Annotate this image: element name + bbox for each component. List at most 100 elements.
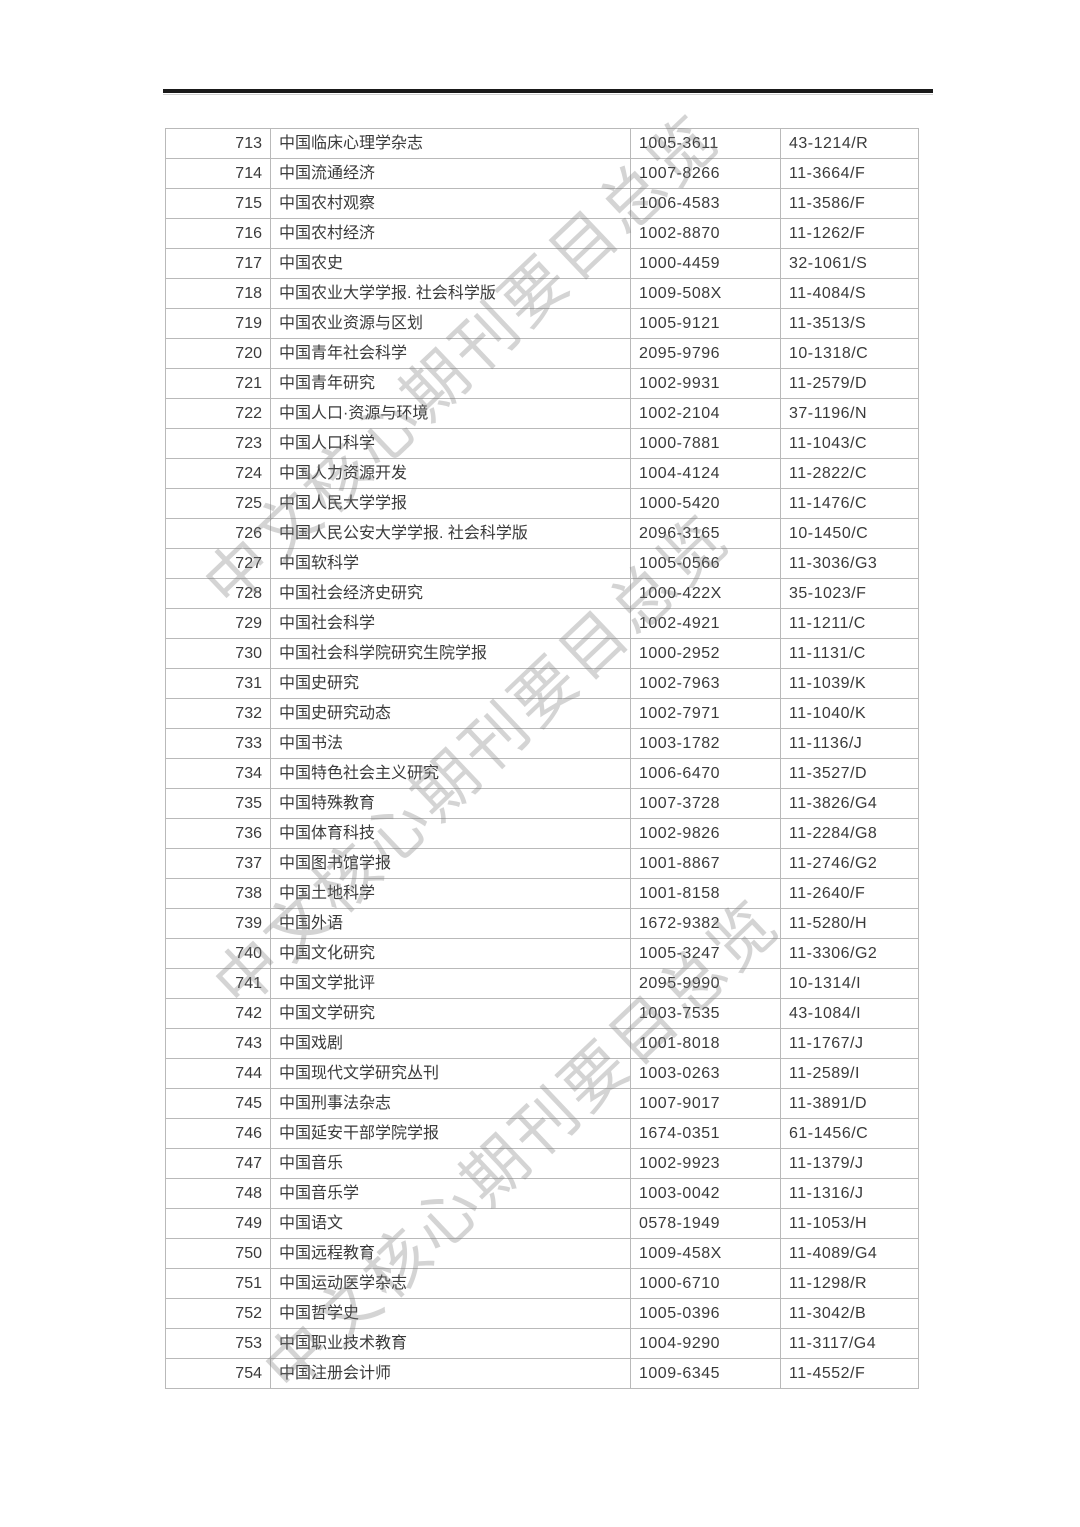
row-number-cell: 751 xyxy=(165,1268,271,1299)
cn-cell: 11-1262/F xyxy=(780,218,919,249)
cn-cell: 11-1379/J xyxy=(780,1148,919,1179)
journal-title-cell: 中国远程教育 xyxy=(270,1238,631,1269)
row-number-cell: 740 xyxy=(165,938,271,969)
table-row: 719 中国农业资源与区划 1005-9121 11-3513/S xyxy=(165,308,919,339)
journal-title-cell: 中国农村观察 xyxy=(270,188,631,219)
table-row: 733 中国书法 1003-1782 11-1136/J xyxy=(165,728,919,759)
cn-cell: 11-3306/G2 xyxy=(780,938,919,969)
issn-cell: 2095-9990 xyxy=(630,968,781,999)
table-row: 744 中国现代文学研究丛刊 1003-0263 11-2589/I xyxy=(165,1058,919,1089)
issn-cell: 1000-6710 xyxy=(630,1268,781,1299)
table-row: 715 中国农村观察 1006-4583 11-3586/F xyxy=(165,188,919,219)
journal-title-cell: 中国图书馆学报 xyxy=(270,848,631,879)
journal-title-cell: 中国书法 xyxy=(270,728,631,759)
issn-cell: 1003-7535 xyxy=(630,998,781,1029)
cn-cell: 11-4552/F xyxy=(780,1358,919,1389)
row-number-cell: 727 xyxy=(165,548,271,579)
journal-title-cell: 中国文学批评 xyxy=(270,968,631,999)
issn-cell: 1002-9923 xyxy=(630,1148,781,1179)
cn-cell: 11-2640/F xyxy=(780,878,919,909)
cn-cell: 11-1316/J xyxy=(780,1178,919,1209)
journal-title-cell: 中国人力资源开发 xyxy=(270,458,631,489)
journal-title-cell: 中国哲学史 xyxy=(270,1298,631,1329)
table-row: 750 中国远程教育 1009-458X 11-4089/G4 xyxy=(165,1238,919,1269)
journal-title-cell: 中国现代文学研究丛刊 xyxy=(270,1058,631,1089)
table-row: 728 中国社会经济史研究 1000-422X 35-1023/F xyxy=(165,578,919,609)
journal-title-cell: 中国特殊教育 xyxy=(270,788,631,819)
table-row: 749 中国语文 0578-1949 11-1053/H xyxy=(165,1208,919,1239)
issn-cell: 1009-6345 xyxy=(630,1358,781,1389)
journal-title-cell: 中国人民公安大学学报. 社会科学版 xyxy=(270,518,631,549)
cn-cell: 11-1767/J xyxy=(780,1028,919,1059)
table-row: 716 中国农村经济 1002-8870 11-1262/F xyxy=(165,218,919,249)
cn-cell: 11-4084/S xyxy=(780,278,919,309)
row-number-cell: 721 xyxy=(165,368,271,399)
row-number-cell: 742 xyxy=(165,998,271,1029)
table-row: 723 中国人口科学 1000-7881 11-1043/C xyxy=(165,428,919,459)
issn-cell: 1002-7971 xyxy=(630,698,781,729)
journal-title-cell: 中国流通经济 xyxy=(270,158,631,189)
table-row: 724 中国人力资源开发 1004-4124 11-2822/C xyxy=(165,458,919,489)
cn-cell: 61-1456/C xyxy=(780,1118,919,1149)
cn-cell: 35-1023/F xyxy=(780,578,919,609)
row-number-cell: 737 xyxy=(165,848,271,879)
table-row: 729 中国社会科学 1002-4921 11-1211/C xyxy=(165,608,919,639)
table-row: 747 中国音乐 1002-9923 11-1379/J xyxy=(165,1148,919,1179)
cn-cell: 11-4089/G4 xyxy=(780,1238,919,1269)
cn-cell: 11-1211/C xyxy=(780,608,919,639)
table-row: 718 中国农业大学学报. 社会科学版 1009-508X 11-4084/S xyxy=(165,278,919,309)
issn-cell: 1002-9931 xyxy=(630,368,781,399)
journal-table: 713 中国临床心理学杂志 1005-3611 43-1214/R 714 中国流通经济 1… xyxy=(165,128,919,1389)
journal-title-cell: 中国刑事法杂志 xyxy=(270,1088,631,1119)
issn-cell: 1001-8158 xyxy=(630,878,781,909)
row-number-cell: 733 xyxy=(165,728,271,759)
journal-title-cell: 中国青年研究 xyxy=(270,368,631,399)
cn-cell: 11-3042/B xyxy=(780,1298,919,1329)
journal-title-cell: 中国人口科学 xyxy=(270,428,631,459)
issn-cell: 1002-2104 xyxy=(630,398,781,429)
cn-cell: 11-1136/J xyxy=(780,728,919,759)
issn-cell: 1005-0566 xyxy=(630,548,781,579)
row-number-cell: 716 xyxy=(165,218,271,249)
journal-title-cell: 中国音乐 xyxy=(270,1148,631,1179)
table-row: 738 中国土地科学 1001-8158 11-2640/F xyxy=(165,878,919,909)
row-number-cell: 753 xyxy=(165,1328,271,1359)
cn-cell: 11-1053/H xyxy=(780,1208,919,1239)
issn-cell: 1000-7881 xyxy=(630,428,781,459)
journal-title-cell: 中国社会科学院研究生院学报 xyxy=(270,638,631,669)
issn-cell: 1003-0263 xyxy=(630,1058,781,1089)
table-row: 742 中国文学研究 1003-7535 43-1084/I xyxy=(165,998,919,1029)
table-row: 736 中国体育科技 1002-9826 11-2284/G8 xyxy=(165,818,919,849)
journal-title-cell: 中国人口·资源与环境 xyxy=(270,398,631,429)
journal-title-cell: 中国青年社会科学 xyxy=(270,338,631,369)
table-row: 748 中国音乐学 1003-0042 11-1316/J xyxy=(165,1178,919,1209)
cn-cell: 11-3117/G4 xyxy=(780,1328,919,1359)
journal-title-cell: 中国职业技术教育 xyxy=(270,1328,631,1359)
cn-cell: 11-2579/D xyxy=(780,368,919,399)
cn-cell: 11-2589/I xyxy=(780,1058,919,1089)
journal-table-body: 713 中国临床心理学杂志 1005-3611 43-1214/R 714 中国流通经济 1… xyxy=(165,128,919,1389)
cn-cell: 11-1040/K xyxy=(780,698,919,729)
table-row: 726 中国人民公安大学学报. 社会科学版 2096-3165 10-1450/C xyxy=(165,518,919,549)
cn-cell: 11-1039/K xyxy=(780,668,919,699)
journal-title-cell: 中国农业资源与区划 xyxy=(270,308,631,339)
cn-cell: 11-3664/F xyxy=(780,158,919,189)
journal-title-cell: 中国音乐学 xyxy=(270,1178,631,1209)
cn-cell: 10-1314/I xyxy=(780,968,919,999)
issn-cell: 1000-422X xyxy=(630,578,781,609)
issn-cell: 2095-9796 xyxy=(630,338,781,369)
issn-cell: 1004-4124 xyxy=(630,458,781,489)
row-number-cell: 745 xyxy=(165,1088,271,1119)
journal-title-cell: 中国延安干部学院学报 xyxy=(270,1118,631,1149)
journal-title-cell: 中国外语 xyxy=(270,908,631,939)
issn-cell: 0578-1949 xyxy=(630,1208,781,1239)
table-row: 737 中国图书馆学报 1001-8867 11-2746/G2 xyxy=(165,848,919,879)
issn-cell: 1000-5420 xyxy=(630,488,781,519)
table-row: 732 中国史研究动态 1002-7971 11-1040/K xyxy=(165,698,919,729)
cn-cell: 11-3036/G3 xyxy=(780,548,919,579)
journal-title-cell: 中国社会科学 xyxy=(270,608,631,639)
journal-title-cell: 中国戏剧 xyxy=(270,1028,631,1059)
issn-cell: 1001-8018 xyxy=(630,1028,781,1059)
issn-cell: 1009-458X xyxy=(630,1238,781,1269)
